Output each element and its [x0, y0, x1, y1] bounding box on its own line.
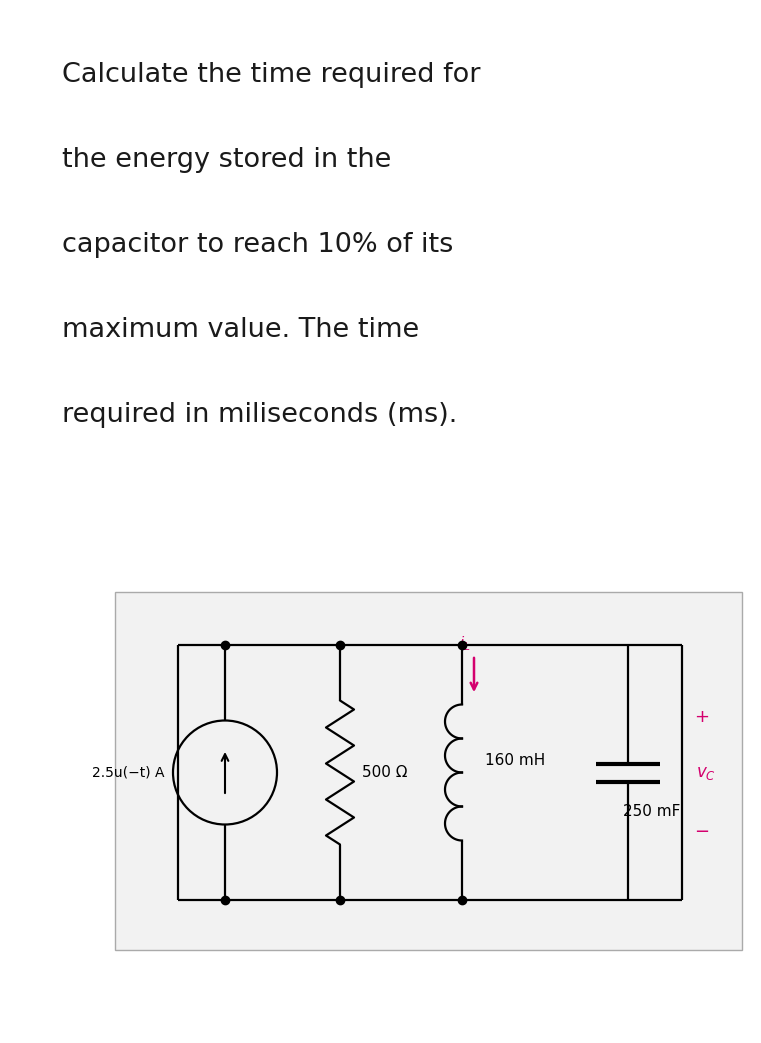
Text: 160 mH: 160 mH [485, 753, 545, 768]
Text: 2.5u(−t) A: 2.5u(−t) A [93, 766, 165, 779]
Text: the energy stored in the: the energy stored in the [62, 147, 391, 173]
Text: maximum value. The time: maximum value. The time [62, 317, 419, 343]
Text: $i_L$: $i_L$ [460, 634, 471, 653]
FancyBboxPatch shape [115, 592, 742, 950]
Text: 250 mF: 250 mF [623, 803, 680, 819]
Text: capacitor to reach 10% of its: capacitor to reach 10% of its [62, 232, 454, 258]
Text: −: − [694, 824, 709, 842]
Text: Calculate the time required for: Calculate the time required for [62, 62, 480, 88]
Text: $v_C$: $v_C$ [696, 763, 716, 781]
Text: 500 Ω: 500 Ω [362, 765, 407, 780]
Text: +: + [694, 708, 709, 727]
Text: required in miliseconds (ms).: required in miliseconds (ms). [62, 402, 457, 428]
